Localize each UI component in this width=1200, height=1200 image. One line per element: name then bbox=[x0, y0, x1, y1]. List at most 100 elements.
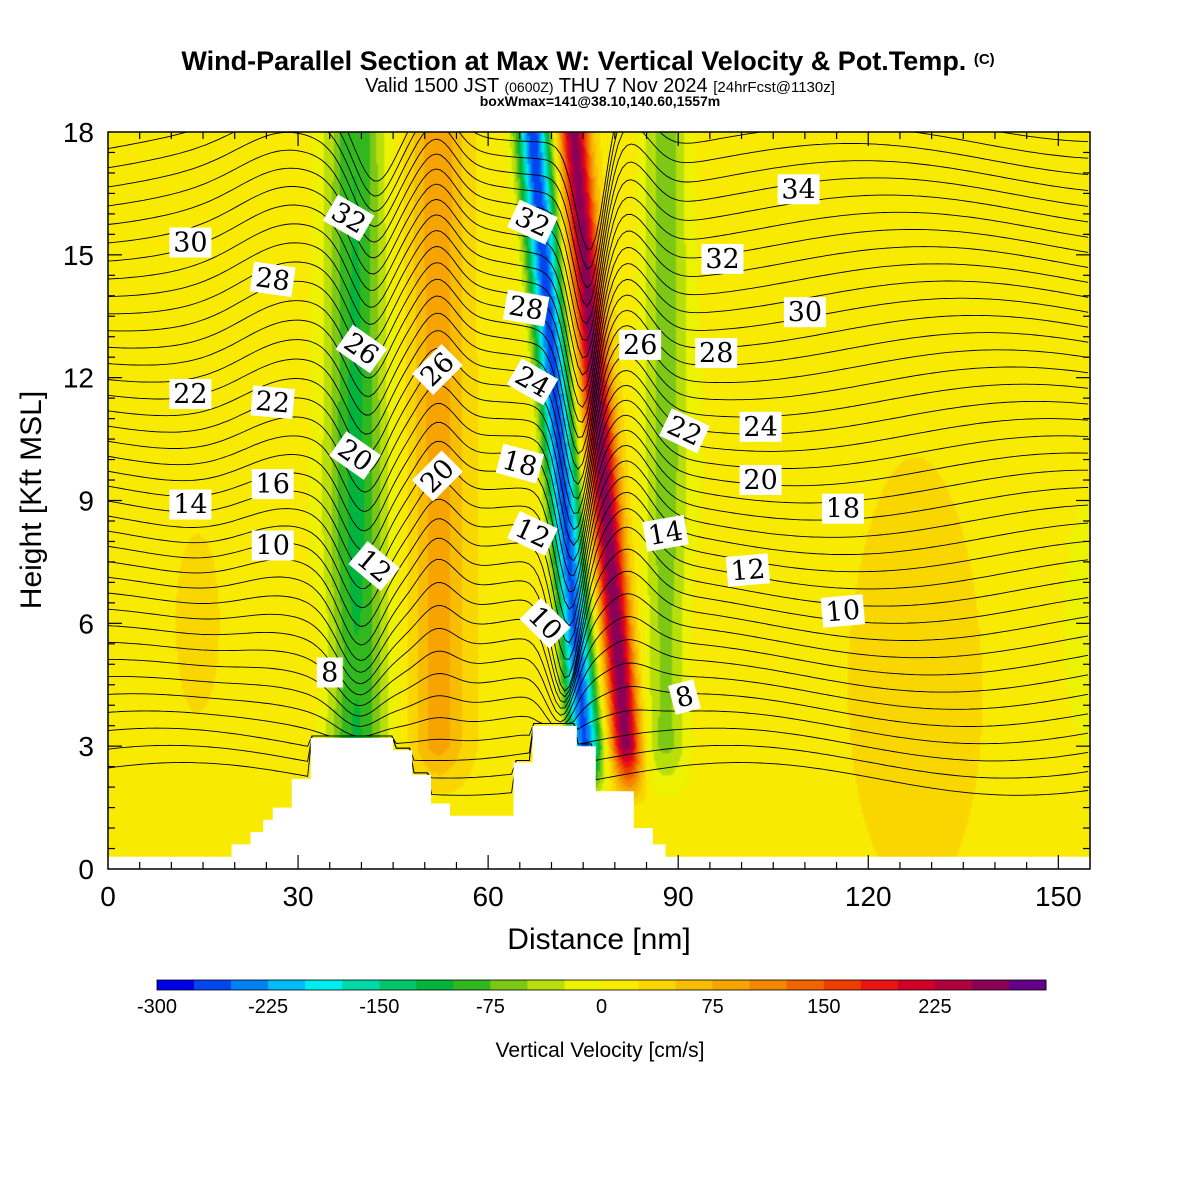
y-axis-label: Height [Kft MSL] bbox=[15, 391, 48, 609]
contour-label: 8 bbox=[668, 679, 701, 715]
colorbar-swatch bbox=[638, 980, 676, 990]
contour-label-text: 16 bbox=[256, 469, 290, 500]
colorbar-swatch bbox=[860, 980, 899, 990]
colorbar-swatch bbox=[379, 980, 417, 990]
contour-label-text: 28 bbox=[506, 290, 545, 326]
colorbar-swatch bbox=[453, 980, 491, 990]
contour-label: 28 bbox=[695, 338, 738, 369]
colorbar-swatch bbox=[564, 980, 602, 990]
contour-label-text: 10 bbox=[824, 595, 861, 629]
contour-label-text: 28 bbox=[253, 262, 291, 297]
contour-label-text: 26 bbox=[623, 330, 657, 361]
contour-label-box bbox=[642, 514, 689, 552]
isentrope-line bbox=[108, 686, 1089, 737]
contour-label-box bbox=[335, 324, 388, 374]
contour-label: 10 bbox=[251, 530, 294, 562]
contour-label-box bbox=[323, 194, 375, 242]
contour-label-box bbox=[739, 465, 782, 495]
chart-subtitle: Valid 1500 JST (0600Z) THU 7 Nov 2024 [2… bbox=[365, 75, 835, 97]
contour-label-box bbox=[329, 431, 381, 480]
contour-label-box bbox=[507, 199, 558, 245]
contour-label-box bbox=[411, 344, 463, 395]
contour-label-text: 22 bbox=[173, 379, 207, 410]
y-tick-label: 9 bbox=[78, 486, 94, 517]
colorbar-tick-label: 225 bbox=[918, 996, 951, 1018]
contour-label: 34 bbox=[777, 174, 820, 205]
contour-label-text: 14 bbox=[173, 490, 207, 521]
isentrope-line bbox=[108, 723, 1089, 762]
colorbar-swatch bbox=[305, 980, 343, 990]
colorbar-swatch bbox=[194, 980, 232, 990]
contour-label: 30 bbox=[783, 297, 826, 328]
isentrope-line bbox=[108, 230, 1089, 409]
contour-label: 28 bbox=[249, 261, 296, 298]
contour-label-box bbox=[820, 594, 866, 628]
colorbar-swatch bbox=[231, 980, 269, 990]
colorbar: -300 -225 -150 -75 0 75 150 225 bbox=[137, 979, 1047, 1018]
isentrope-line bbox=[108, 132, 1089, 308]
isentrope-line bbox=[108, 616, 1089, 716]
colorbar-swatch bbox=[823, 980, 862, 990]
contour-label-box bbox=[739, 411, 782, 442]
contour-label: 22 bbox=[169, 379, 212, 410]
contour-label: 18 bbox=[821, 493, 864, 525]
contour-label-box bbox=[821, 493, 864, 524]
colorbar-swatch bbox=[601, 980, 639, 990]
contour-label-text: 32 bbox=[705, 244, 739, 275]
contour-label-text: 20 bbox=[743, 465, 777, 496]
isentrope-line bbox=[108, 295, 1089, 470]
colorbar-swatch bbox=[527, 980, 565, 990]
colorbar-swatch bbox=[712, 980, 751, 990]
y-tick-label: 0 bbox=[78, 854, 94, 885]
x-axis-label: Distance [nm] bbox=[507, 923, 690, 956]
contour-label: 8 bbox=[316, 657, 343, 689]
colorbar-tick-label: 0 bbox=[596, 996, 607, 1018]
contour-label-box bbox=[519, 597, 571, 649]
isentrope-line bbox=[108, 662, 1089, 727]
contour-label-box bbox=[659, 408, 710, 454]
terrain-mask bbox=[108, 725, 1090, 869]
contour-label: 14 bbox=[642, 514, 689, 552]
y-tick-label: 18 bbox=[63, 117, 94, 148]
colorbar-tick-label: -225 bbox=[248, 996, 288, 1018]
contour-label-box bbox=[668, 679, 701, 715]
colorbar-swatch bbox=[749, 980, 788, 990]
isentrope-line bbox=[108, 183, 1089, 359]
contour-label: 30 bbox=[169, 227, 212, 259]
contour-label: 10 bbox=[820, 594, 866, 629]
isentrope-line bbox=[108, 132, 1089, 270]
isentrope-line bbox=[108, 639, 1089, 723]
colorbar-swatch bbox=[157, 980, 195, 990]
y-tick-label: 12 bbox=[63, 363, 94, 394]
colorbar-swatch bbox=[934, 980, 973, 990]
contour-label: 26 bbox=[619, 329, 662, 361]
contour-label-box bbox=[695, 338, 738, 369]
colorbar-swatch bbox=[342, 980, 380, 990]
colorbar-swatch bbox=[971, 980, 1010, 990]
contour-label-text: 30 bbox=[173, 228, 207, 259]
contour-label-box bbox=[502, 289, 550, 327]
isentrope-line bbox=[347, 132, 1089, 250]
contour-label: 14 bbox=[169, 489, 212, 521]
isentrope-line bbox=[108, 312, 1089, 485]
contour-label-box bbox=[507, 510, 558, 556]
contour-label-text: 10 bbox=[256, 531, 290, 562]
isentrope-line bbox=[108, 460, 1089, 627]
contour-label-text: 18 bbox=[826, 494, 860, 525]
colorbar-swatch bbox=[490, 980, 528, 990]
isentrope-line bbox=[108, 723, 1089, 796]
chart-subtitle-box: boxWmax=141@38.10,140.60,1557m bbox=[480, 93, 721, 109]
x-tick-label: 90 bbox=[663, 881, 694, 912]
contour-label-box bbox=[506, 358, 559, 406]
chart-title: Wind-Parallel Section at Max W: Vertical… bbox=[181, 46, 994, 76]
isentrope-line bbox=[108, 132, 1089, 289]
contour-label-text: 8 bbox=[321, 658, 338, 689]
contour-label-box bbox=[316, 657, 343, 688]
contour-label-box bbox=[411, 450, 463, 502]
isentrope-line bbox=[108, 593, 1089, 709]
y-tick-label: 15 bbox=[63, 240, 94, 271]
colorbar-tick-label: -150 bbox=[359, 996, 399, 1018]
isentrope-line bbox=[108, 330, 1089, 500]
